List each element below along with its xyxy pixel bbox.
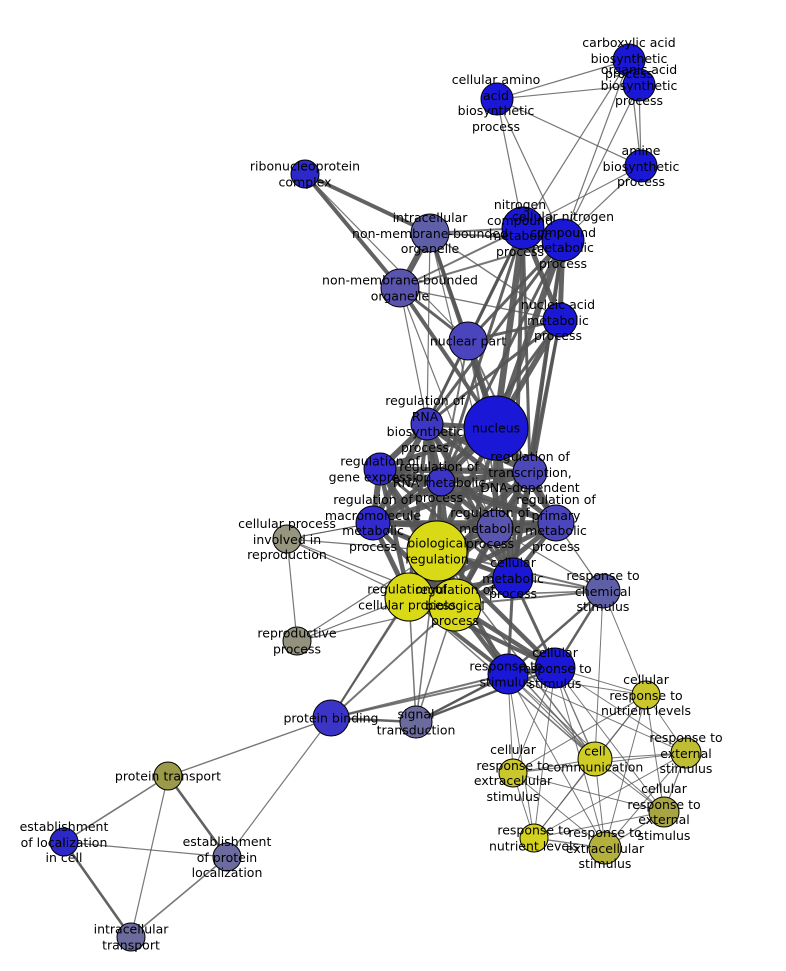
- graph-edge: [594, 590, 604, 760]
- graph-node[interactable]: [272, 524, 302, 554]
- graph-node[interactable]: [498, 758, 528, 788]
- graph-edge: [399, 287, 428, 425]
- graph-edge: [166, 774, 229, 859]
- graph-node[interactable]: [577, 741, 613, 777]
- graph-edge: [496, 84, 640, 100]
- graph-node[interactable]: [282, 626, 312, 656]
- graph-node[interactable]: [399, 705, 433, 739]
- graph-node[interactable]: [541, 218, 585, 262]
- graph-node[interactable]: [448, 321, 488, 361]
- graph-edge: [304, 173, 469, 342]
- graph-edge: [425, 238, 565, 426]
- graph-node[interactable]: [410, 407, 444, 441]
- graph-edge: [507, 673, 665, 813]
- graph-node[interactable]: [355, 505, 391, 541]
- graph-node[interactable]: [49, 827, 79, 857]
- graph-node[interactable]: [476, 509, 514, 547]
- graph-edge: [303, 172, 402, 290]
- graph-edge: [399, 239, 564, 289]
- graph-node[interactable]: [384, 572, 434, 622]
- graph-edge: [533, 667, 556, 839]
- graph-edge: [522, 59, 630, 229]
- graph-edge: [645, 694, 665, 813]
- graph-edge: [130, 856, 228, 938]
- graph-edge: [496, 59, 630, 100]
- graph-edge: [63, 841, 228, 858]
- graph-node[interactable]: [512, 454, 548, 490]
- graph-node[interactable]: [480, 82, 514, 116]
- graph-edge: [512, 772, 606, 849]
- graph-node[interactable]: [492, 557, 534, 599]
- graph-node[interactable]: [622, 68, 656, 102]
- graph-node[interactable]: [410, 213, 450, 253]
- graph-edge: [370, 469, 533, 526]
- graph-edge: [167, 717, 332, 777]
- edge-layer: [62, 59, 687, 939]
- graph-node[interactable]: [487, 653, 529, 695]
- graph-node[interactable]: [116, 922, 146, 952]
- graph-edge: [492, 224, 527, 432]
- graph-node[interactable]: [648, 796, 680, 828]
- graph-edge: [522, 165, 642, 229]
- graph-node[interactable]: [534, 647, 576, 689]
- graph-node[interactable]: [426, 467, 456, 497]
- graph-node[interactable]: [363, 452, 397, 486]
- graph-edge: [562, 84, 640, 241]
- graph-node[interactable]: [463, 395, 529, 461]
- graph-edge: [425, 318, 562, 426]
- graph-node[interactable]: [624, 149, 658, 183]
- graph-node[interactable]: [312, 699, 350, 737]
- graph-node[interactable]: [501, 206, 545, 250]
- graph-node[interactable]: [588, 831, 622, 865]
- graph-node[interactable]: [537, 504, 575, 542]
- graph-edge: [512, 694, 647, 774]
- graph-node[interactable]: [670, 737, 702, 769]
- graph-edge: [303, 172, 432, 235]
- graph-edge: [330, 604, 456, 719]
- graph-edge: [414, 666, 557, 724]
- graph-edge: [399, 287, 561, 321]
- graph-node[interactable]: [542, 302, 578, 338]
- graph-node[interactable]: [406, 520, 468, 582]
- graph-edge: [507, 673, 535, 839]
- graph-node[interactable]: [153, 761, 183, 791]
- graph-node[interactable]: [631, 680, 661, 710]
- graph-edge: [604, 752, 687, 849]
- graph-edge: [562, 59, 630, 241]
- graph-edge: [377, 466, 559, 526]
- graph-edge: [494, 527, 604, 592]
- graph-edge: [226, 717, 332, 858]
- graph-edge: [492, 236, 567, 432]
- graph-edge: [286, 538, 298, 642]
- graph-edge: [429, 232, 561, 321]
- graph-edge: [130, 775, 169, 938]
- graph-edge: [496, 98, 524, 229]
- graph-edge: [496, 98, 564, 241]
- graph-edge: [62, 840, 133, 939]
- node-layer[interactable]: [49, 43, 702, 952]
- graph-edge: [533, 752, 687, 839]
- graph-node[interactable]: [428, 578, 482, 632]
- graph-node[interactable]: [380, 268, 420, 308]
- graph-edge: [63, 775, 169, 843]
- graph-node[interactable]: [585, 573, 621, 609]
- graph-edge: [496, 98, 642, 167]
- graph-edge: [399, 227, 524, 289]
- graph-edge: [507, 673, 687, 754]
- graph-edge: [507, 673, 606, 849]
- graph-node[interactable]: [519, 823, 549, 853]
- graph-edge: [602, 590, 647, 696]
- graph-edge: [506, 589, 605, 676]
- graph-edge: [554, 667, 665, 813]
- graph-node[interactable]: [290, 159, 320, 189]
- graph-edge: [533, 811, 665, 839]
- graph-edge: [377, 466, 533, 475]
- graph-edge: [512, 772, 665, 813]
- graph-node[interactable]: [212, 842, 242, 872]
